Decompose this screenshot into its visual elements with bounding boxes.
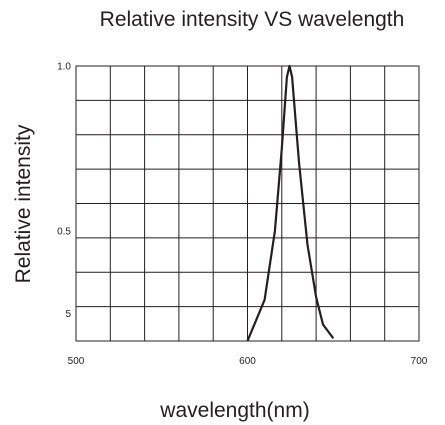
chart-title: Relative intensity VS wavelength (100, 8, 405, 31)
series-line (246, 64, 335, 342)
y-tick-label: 0.5 (57, 227, 71, 238)
y-tick-label: 1.0 (57, 62, 71, 73)
plot-frame (75, 65, 420, 342)
grid (76, 66, 419, 341)
x-tick-label: 500 (68, 356, 85, 367)
y-tick-label: 5 (65, 309, 71, 320)
series-group (246, 64, 335, 342)
x-axis-label: wavelength(nm) (159, 399, 309, 422)
x-tick-label: 700 (411, 356, 428, 367)
y-tick-labels: 5 0.5 1.0 (57, 62, 71, 321)
x-tick-label: 600 (239, 356, 256, 367)
y-axis-label: Relative intensity (12, 124, 35, 283)
x-tick-labels: 500 600 700 (68, 356, 428, 367)
